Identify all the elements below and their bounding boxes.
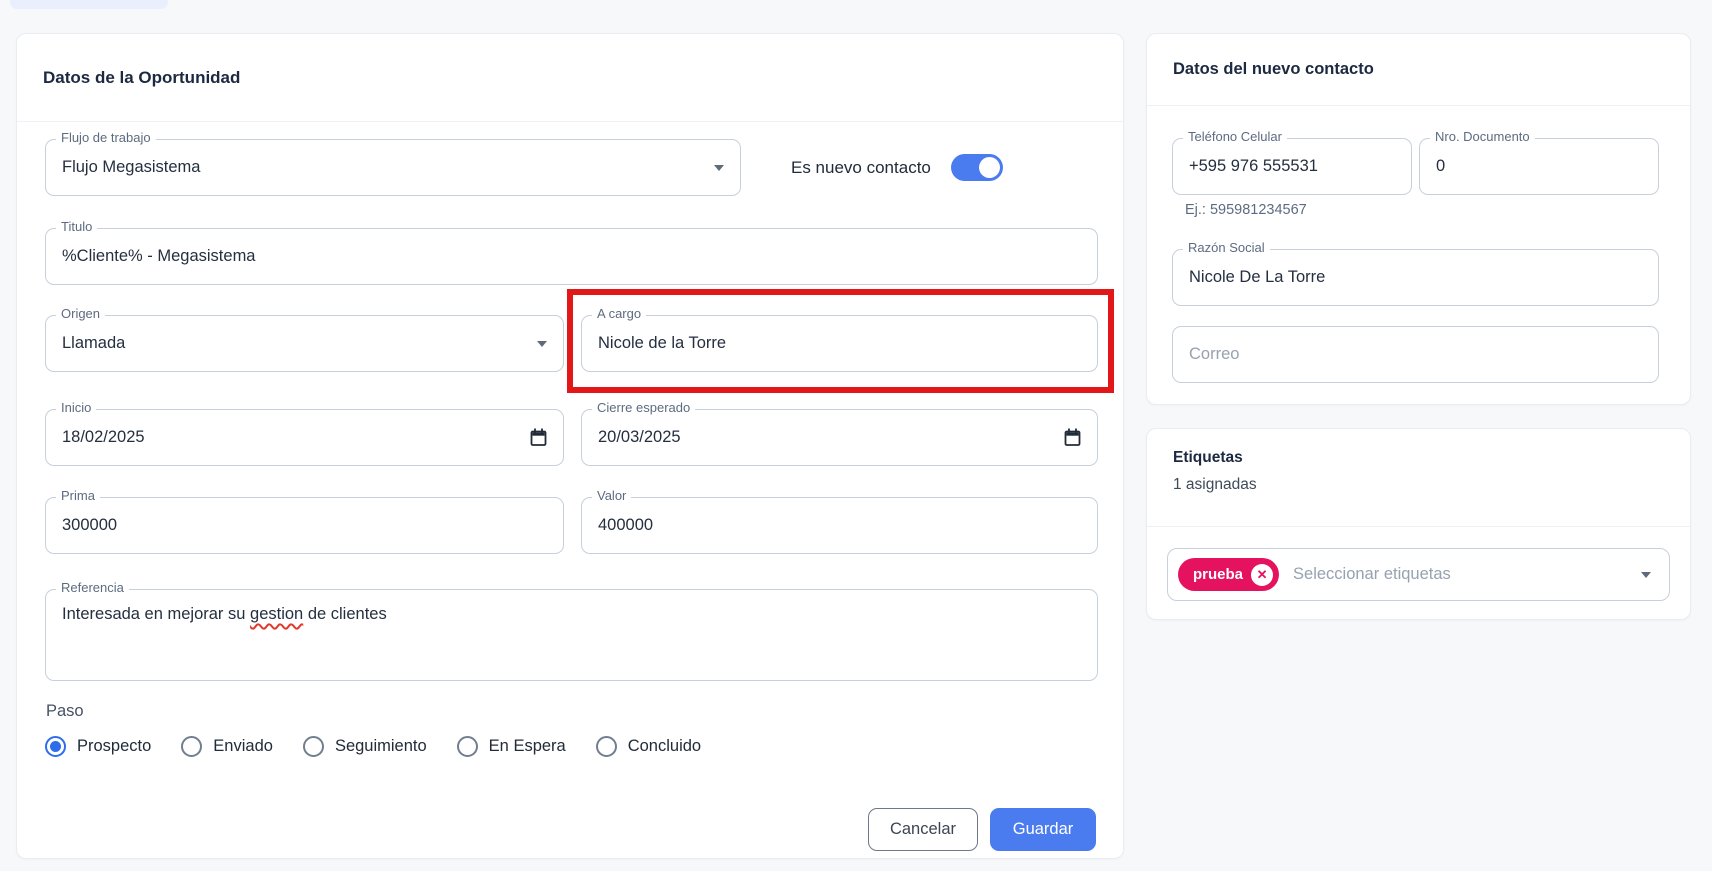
- calendar-icon[interactable]: [530, 428, 547, 447]
- titulo-label: Titulo: [56, 219, 98, 235]
- tags-select-placeholder: Seleccionar etiquetas: [1293, 565, 1451, 583]
- tag-chip-label: prueba: [1193, 566, 1244, 583]
- titulo-input[interactable]: Titulo %Cliente% - Megasistema: [45, 219, 1098, 285]
- cierre-value: 20/03/2025: [598, 428, 681, 446]
- save-button[interactable]: Guardar: [990, 808, 1096, 851]
- correo-input[interactable]: Correo: [1172, 326, 1659, 383]
- titulo-value: %Cliente% - Megasistema: [62, 247, 256, 265]
- workflow-label: Flujo de trabajo: [56, 130, 156, 146]
- prima-value: 300000: [62, 516, 118, 534]
- document-value: 0: [1436, 157, 1446, 175]
- chevron-down-icon: [537, 340, 547, 347]
- origen-label: Origen: [56, 306, 106, 322]
- workflow-select[interactable]: Flujo de trabajo Flujo Megasistema: [45, 130, 741, 196]
- radio-enviado[interactable]: Enviado: [181, 736, 273, 757]
- phone-label: Teléfono Celular: [1183, 129, 1287, 145]
- new-contact-card: Datos del nuevo contacto Teléfono Celula…: [1146, 33, 1691, 405]
- new-contact-card-header: Datos del nuevo contacto: [1147, 34, 1690, 106]
- tags-card-divider: [1147, 526, 1690, 527]
- radio-en-espera[interactable]: En Espera: [456, 736, 566, 757]
- new-contact-toggle-label: Es nuevo contacto: [791, 157, 931, 177]
- inicio-label: Inicio: [56, 400, 97, 416]
- cierre-label: Cierre esperado: [592, 400, 696, 416]
- document-input[interactable]: Nro. Documento 0: [1419, 129, 1659, 195]
- radio-icon: [302, 736, 324, 757]
- misspelled-word: gestion: [250, 605, 304, 623]
- calendar-icon[interactable]: [1064, 428, 1081, 447]
- paso-radio-group: Prospecto Enviado Seguimiento En Espera …: [45, 736, 701, 757]
- prima-input[interactable]: Prima 300000: [45, 488, 564, 554]
- opportunity-card-title: Datos de la Oportunidad: [43, 67, 241, 87]
- new-contact-card-title: Datos del nuevo contacto: [1173, 60, 1374, 78]
- opportunity-card: Datos de la Oportunidad Flujo de trabajo…: [16, 33, 1124, 859]
- radio-icon: [456, 736, 478, 757]
- a-cargo-label: A cargo: [592, 306, 647, 322]
- tags-card-title: Etiquetas: [1173, 449, 1243, 466]
- document-label: Nro. Documento: [1430, 129, 1535, 145]
- tags-count-text: 1 asignadas: [1173, 476, 1257, 493]
- radio-seguimiento[interactable]: Seguimiento: [302, 736, 427, 757]
- cancel-button[interactable]: Cancelar: [868, 808, 978, 851]
- phone-value: +595 976 555531: [1189, 157, 1318, 175]
- valor-value: 400000: [598, 516, 654, 534]
- referencia-label: Referencia: [56, 580, 129, 596]
- opportunity-card-header: Datos de la Oportunidad: [17, 34, 1123, 122]
- tag-chip-prueba: prueba ✕: [1178, 558, 1280, 591]
- valor-input[interactable]: Valor 400000: [581, 488, 1098, 554]
- cierre-date-input[interactable]: Cierre esperado 20/03/2025: [581, 400, 1098, 466]
- a-cargo-input[interactable]: A cargo Nicole de la Torre: [581, 306, 1098, 372]
- razon-social-value: Nicole De La Torre: [1189, 268, 1326, 286]
- new-contact-toggle-group: Es nuevo contacto: [791, 139, 1003, 196]
- origen-value: Llamada: [62, 334, 126, 352]
- paso-group-label: Paso: [46, 702, 84, 720]
- phone-input[interactable]: Teléfono Celular +595 976 555531: [1172, 129, 1412, 195]
- top-accent-bar: [10, 0, 168, 9]
- referencia-value: Interesada en mejorar su gestion de clie…: [62, 605, 387, 623]
- radio-icon: [181, 736, 203, 757]
- new-contact-toggle[interactable]: [950, 154, 1003, 181]
- chevron-down-icon: [714, 164, 724, 171]
- radio-concluido[interactable]: Concluido: [595, 736, 701, 757]
- razon-social-label: Razón Social: [1183, 240, 1270, 256]
- valor-label: Valor: [592, 488, 632, 504]
- form-actions: Cancelar Guardar: [868, 808, 1096, 851]
- radio-icon: [45, 736, 66, 757]
- toggle-knob-icon: [978, 157, 1000, 178]
- inicio-date-input[interactable]: Inicio 18/02/2025: [45, 400, 564, 466]
- workflow-value: Flujo Megasistema: [62, 158, 201, 176]
- radio-prospecto[interactable]: Prospecto: [45, 736, 151, 757]
- a-cargo-value: Nicole de la Torre: [598, 334, 727, 352]
- remove-tag-icon[interactable]: ✕: [1251, 563, 1274, 586]
- radio-icon: [595, 736, 617, 757]
- chevron-down-icon: [1641, 571, 1651, 578]
- phone-helper-text: Ej.: 595981234567: [1185, 202, 1307, 218]
- correo-placeholder: Correo: [1189, 345, 1240, 363]
- prima-label: Prima: [56, 488, 100, 504]
- razon-social-input[interactable]: Razón Social Nicole De La Torre: [1172, 240, 1659, 306]
- inicio-value: 18/02/2025: [62, 428, 145, 446]
- referencia-textarea[interactable]: Referencia Interesada en mejorar su gest…: [45, 580, 1098, 681]
- tags-select[interactable]: prueba ✕ Seleccionar etiquetas: [1167, 548, 1670, 601]
- tags-card: Etiquetas 1 asignadas prueba ✕ Seleccion…: [1146, 428, 1691, 620]
- origen-select[interactable]: Origen Llamada: [45, 306, 564, 372]
